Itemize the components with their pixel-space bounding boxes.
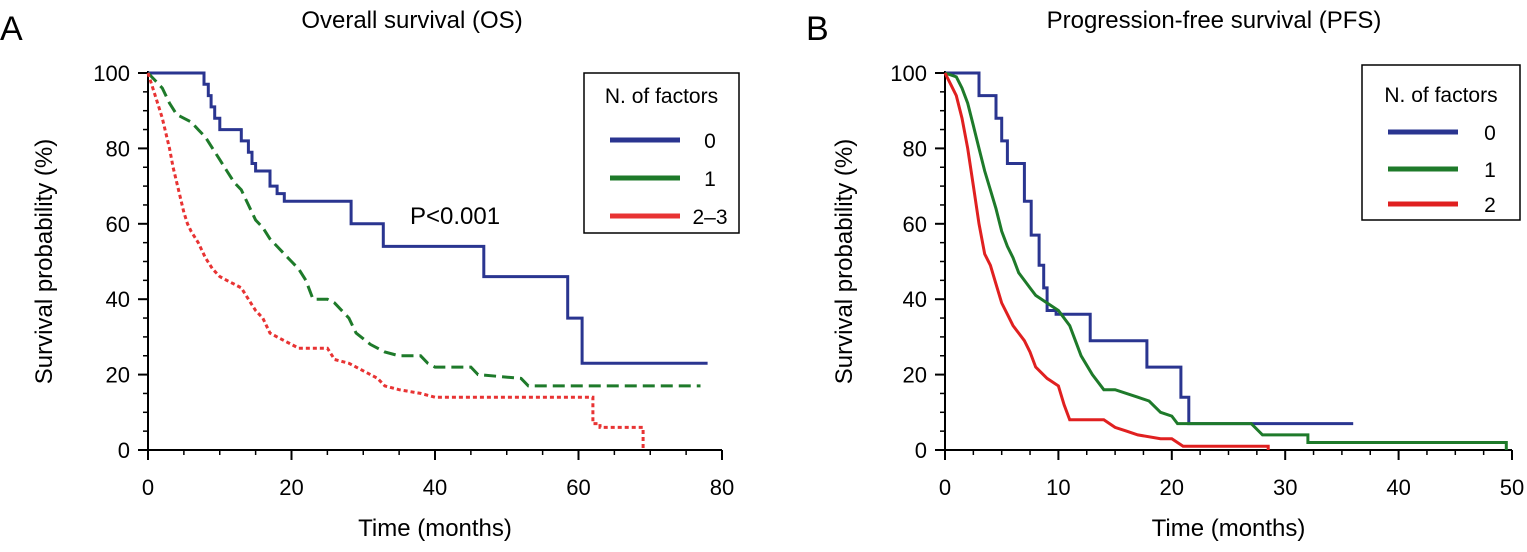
x-tick-label: 40 [1386, 475, 1410, 500]
y-tick-label: 40 [106, 287, 130, 312]
x-tick-label: 80 [710, 475, 734, 500]
series-line-0 [148, 71, 708, 365]
panel-letter: A [0, 10, 23, 48]
chart-title: Progression-free survival (PFS) [1047, 7, 1382, 34]
legend-label: 2 [1484, 194, 1496, 217]
y-tick-label: 20 [903, 363, 927, 388]
legend-label: 1 [704, 168, 716, 191]
y-tick-label: 100 [890, 61, 927, 86]
legend-box [1361, 64, 1521, 221]
x-tick-label: 10 [1046, 475, 1070, 500]
y-tick-label: 100 [93, 61, 130, 86]
y-tick-label: 60 [106, 212, 130, 237]
x-tick-label: 60 [566, 475, 590, 500]
y-tick-label: 80 [106, 136, 130, 161]
series-line-1 [944, 71, 1508, 450]
y-tick-label: 20 [106, 363, 130, 388]
series-line-1 [146, 71, 701, 388]
y-tick-label: 40 [903, 287, 927, 312]
chart-title: Overall survival (OS) [301, 7, 522, 34]
y-tick-label: 0 [915, 438, 927, 463]
x-tick-label: 50 [1500, 475, 1524, 500]
x-tick-label: 40 [423, 475, 447, 500]
legend: N. of factors 0 1 2 [1361, 64, 1521, 221]
legend: N. of factors 0 1 2–3 [583, 72, 740, 234]
y-axis-title: Survival probability (%) [831, 139, 858, 384]
legend-title: N. of factors [1384, 84, 1497, 107]
y-tick-label: 60 [903, 212, 927, 237]
p-value-annotation: P<0.001 [410, 203, 500, 230]
x-axis-title: Time (months) [358, 515, 512, 542]
y-tick-label: 0 [118, 438, 130, 463]
y-tick-label: 80 [903, 136, 927, 161]
x-tick-label: 0 [939, 475, 951, 500]
legend-label: 2–3 [692, 206, 727, 229]
legend-title: N. of factors [605, 85, 718, 108]
x-tick-label: 20 [279, 475, 303, 500]
panel-os: A Overall survival (OS) 0 20 40 60 80 100 0 20 40 6… [0, 7, 740, 542]
series-line-2 [943, 72, 1270, 450]
legend-label: 0 [1484, 122, 1496, 145]
legend-label: 1 [1484, 159, 1496, 182]
legend-label: 0 [704, 130, 716, 153]
panel-pfs: B Progression-free survival (PFS)02040608… [806, 7, 1524, 542]
x-tick-label: 0 [142, 475, 154, 500]
x-axis-title: Time (months) [1152, 515, 1306, 542]
panel-letter: B [806, 10, 829, 48]
series-line-2 [146, 72, 645, 450]
x-tick-label: 30 [1273, 475, 1297, 500]
legend-box [583, 72, 740, 234]
y-axis-title: Survival probability (%) [31, 139, 58, 384]
x-tick-label: 20 [1160, 475, 1184, 500]
series-line-0 [945, 71, 1354, 426]
